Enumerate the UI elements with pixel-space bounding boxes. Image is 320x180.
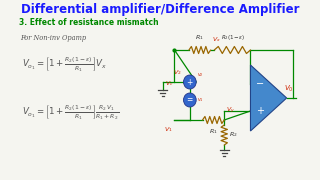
Text: −: − [256, 79, 264, 89]
Text: $R_2(1\!-\!\varepsilon)$: $R_2(1\!-\!\varepsilon)$ [220, 33, 244, 42]
Text: =: = [187, 96, 193, 105]
Circle shape [184, 75, 196, 89]
Text: 3. Effect of resistance mismatch: 3. Effect of resistance mismatch [19, 17, 158, 26]
Text: $V_c$: $V_c$ [164, 80, 173, 88]
Circle shape [184, 93, 196, 107]
Text: $V_{o_1} = \left[1+ \frac{R_2(1-\varepsilon)}{R_1}\right] \frac{R_2\, V_1}{R_1+R: $V_{o_1} = \left[1+ \frac{R_2(1-\varepsi… [22, 104, 119, 122]
Text: $R_2$: $R_2$ [229, 130, 237, 140]
Text: $v_1$: $v_1$ [197, 96, 204, 104]
Text: For Non-inv Opamp: For Non-inv Opamp [20, 34, 86, 42]
Text: $V_0$: $V_0$ [284, 84, 294, 94]
Text: $V_x$: $V_x$ [212, 35, 221, 44]
Text: $V_y$: $V_y$ [226, 106, 235, 116]
Text: $R_1$: $R_1$ [209, 127, 218, 136]
Text: $v_2$: $v_2$ [197, 71, 204, 79]
Text: Differential amplifier/Difference Amplifier: Differential amplifier/Difference Amplif… [21, 3, 299, 15]
Text: $R_1$: $R_1$ [196, 33, 204, 42]
Text: +: + [256, 106, 264, 116]
Polygon shape [251, 65, 287, 131]
Text: $V_{o_1} = \left[1 + \frac{R_2(1-\varepsilon)}{R_1}\right] V_x$: $V_{o_1} = \left[1 + \frac{R_2(1-\vareps… [22, 56, 108, 74]
Text: +: + [187, 78, 193, 87]
Text: $V_2$: $V_2$ [173, 68, 182, 77]
Text: $V_1$: $V_1$ [164, 126, 173, 134]
